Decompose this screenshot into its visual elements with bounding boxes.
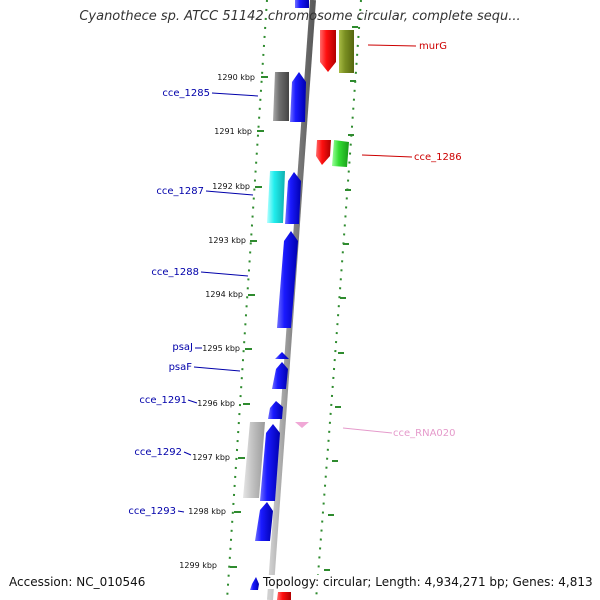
gene-label-cce_1288: cce_1288 [151, 267, 199, 278]
tick-label: 1298 kbp [188, 507, 226, 516]
tick-label: 1290 kbp [217, 73, 255, 82]
gene-arrow-cce_1286 [316, 140, 331, 165]
leader-lines [177, 44, 417, 513]
gene-arrow-green [332, 140, 349, 167]
gene-arrow-gray [273, 72, 289, 121]
leader-line [211, 92, 259, 97]
gene-features [243, 0, 354, 600]
leader-line [200, 271, 249, 277]
gene-label-cce_1293: cce_1293 [128, 506, 176, 517]
gene-label-murG: murG [419, 41, 447, 52]
gene-arrow-psaF [272, 362, 288, 389]
gene-arrow-top [295, 0, 309, 8]
gene-label-cce_1286: cce_1286 [414, 152, 462, 163]
gene-arrow-cce_1285 [290, 72, 306, 122]
gene-arrow-murG [320, 30, 336, 72]
page-title: Cyanothece sp. ATCC 51142 chromosome cir… [79, 9, 521, 24]
leader-line [367, 44, 417, 47]
outer-ring-edge [315, 0, 362, 600]
leader-line [183, 451, 192, 456]
tick-label: 1294 kbp [205, 290, 243, 299]
gene-label-psaF: psaF [169, 362, 193, 373]
gene-arrow-bottom [250, 577, 259, 590]
gene-arrow-bottom-red [277, 592, 291, 600]
tick-marks [230, 26, 358, 571]
tick-labels: 1290 kbp 1291 kbp 1292 kbp 1293 kbp 1294… [179, 73, 255, 570]
gene-label-cce_1287: cce_1287 [156, 186, 204, 197]
accession-label: Accession: NC_010546 [9, 575, 146, 589]
leader-line [205, 190, 254, 196]
gene-arrow-cce_RNA020 [295, 422, 309, 428]
leader-line [361, 154, 413, 158]
tick-label: 1297 kbp [192, 453, 230, 462]
leader-line [177, 510, 185, 513]
gene-arrow-cyan [267, 171, 285, 223]
gene-arrow-cce_1293 [255, 502, 273, 541]
leader-line [187, 399, 198, 404]
gene-arrow-cce_1288 [277, 231, 298, 328]
gene-arrow-cce_1291 [268, 401, 283, 419]
tick-label: 1293 kbp [208, 236, 246, 245]
gene-arrow-cce_1287 [285, 172, 301, 224]
gene-arrow-cce_1292 [260, 424, 280, 501]
gene-label-psaJ: psaJ [172, 342, 193, 353]
gene-label-cce_1292: cce_1292 [134, 447, 182, 458]
tick-label: 1295 kbp [202, 344, 240, 353]
gene-label-cce_RNA020: cce_RNA020 [393, 428, 456, 439]
tick-label: 1292 kbp [212, 182, 250, 191]
gene-arrow-gray-light [243, 422, 265, 498]
genome-summary: Topology: circular; Length: 4,934,271 bp… [263, 575, 593, 589]
tick-label: 1296 kbp [197, 399, 235, 408]
gene-label-cce_1291: cce_1291 [139, 395, 187, 406]
gene-arrow-psaJ [275, 352, 289, 359]
gene-arrow-olive [339, 30, 354, 73]
leader-line [193, 366, 241, 372]
gene-labels: murG cce_1285 cce_1286 cce_1287 cce_1288… [128, 41, 461, 517]
gene-label-cce_1285: cce_1285 [162, 88, 210, 99]
leader-line [342, 427, 393, 434]
tick-label: 1291 kbp [214, 127, 252, 136]
tick-label: 1299 kbp [179, 561, 217, 570]
